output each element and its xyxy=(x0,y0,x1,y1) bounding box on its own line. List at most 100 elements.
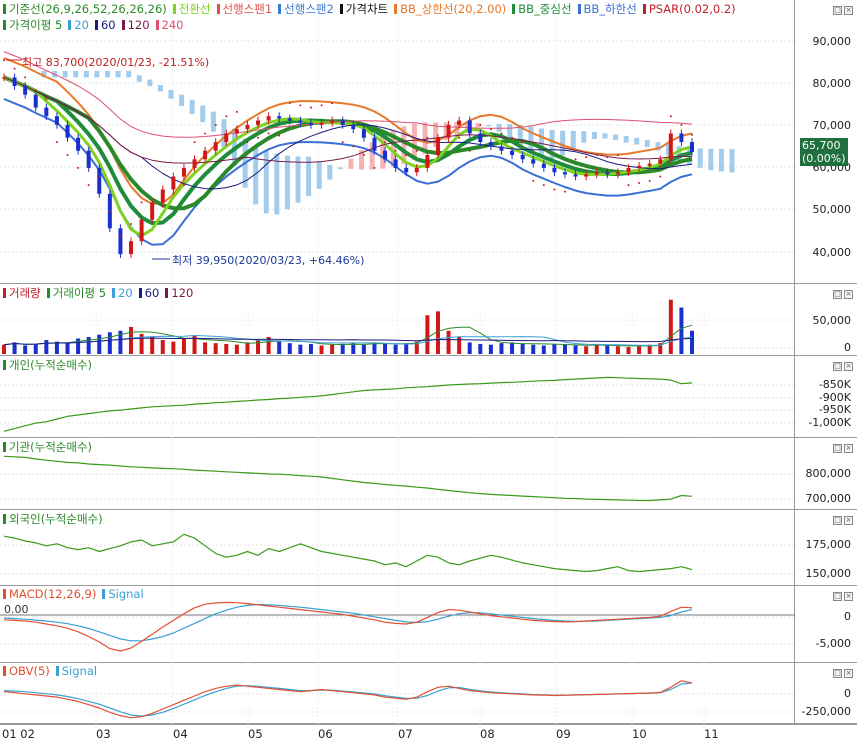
legend-item[interactable]: BB_중심선 xyxy=(512,2,574,16)
maximize-icon[interactable]: □ xyxy=(833,592,842,601)
legend-item[interactable]: 거래량 xyxy=(3,286,44,300)
volume-ma5-line xyxy=(3,324,693,347)
close-icon[interactable]: × xyxy=(844,516,853,525)
obv-pane[interactable]: 0 -250,000 OBV(5) Signal □ × xyxy=(0,663,857,724)
institution-plot[interactable] xyxy=(0,438,795,510)
psar-dot xyxy=(616,154,619,156)
psar-dot xyxy=(521,141,524,144)
legend-item[interactable]: 60 xyxy=(94,18,119,32)
candle-body xyxy=(298,120,303,123)
volume-bar xyxy=(44,340,49,354)
legend-swatch xyxy=(577,4,581,14)
y-tick: 80,000 xyxy=(812,77,852,90)
volume-bar xyxy=(615,346,620,354)
volume-pane[interactable]: 50,000 0 거래량 거래이평 5 20 60 120 □ × xyxy=(0,284,857,356)
legend-item[interactable]: 20 xyxy=(68,18,92,32)
macd-pane[interactable]: 0 -5,000 MACD(12,26,9) Signal 0.00 □ × xyxy=(0,586,857,663)
price-legend-row1: 기준선(26,9,26,52,26,26,26) 전환선 선행스팬1 선행스팬2 가격차… xyxy=(3,1,742,17)
maximize-icon[interactable]: □ xyxy=(833,6,842,15)
legend-item[interactable]: 개인(누적순매수) xyxy=(3,358,95,372)
legend-item[interactable]: 선행스팬2 xyxy=(278,2,337,16)
volume-bar xyxy=(224,343,229,354)
legend-item[interactable]: 기관(누적순매수) xyxy=(3,440,95,454)
investor-flow-line xyxy=(3,376,693,432)
maximize-icon[interactable]: □ xyxy=(833,669,842,678)
y-tick: -950K xyxy=(818,403,851,416)
legend-item[interactable]: Signal xyxy=(102,587,146,601)
legend-item[interactable]: 기준선(26,9,26,52,26,26,26) xyxy=(3,2,170,16)
macd-line xyxy=(3,601,693,652)
volume-plot[interactable] xyxy=(0,284,795,356)
foreign-pane[interactable]: 175,000 150,000 외국인(누적순매수) □ × xyxy=(0,510,857,586)
psar-dot xyxy=(24,76,27,79)
price-plot[interactable] xyxy=(0,0,795,284)
candle-body xyxy=(467,120,472,134)
legend-item[interactable]: 외국인(누적순매수) xyxy=(3,512,106,526)
close-icon[interactable]: × xyxy=(844,592,853,601)
legend-item[interactable]: PSAR(0.02,0.2) xyxy=(642,2,739,16)
psar-dot xyxy=(34,89,37,92)
close-icon[interactable]: × xyxy=(844,6,853,15)
psar-dot xyxy=(405,154,408,156)
foreign-plot[interactable] xyxy=(0,510,795,586)
y-tick: 175,000 xyxy=(805,538,852,551)
legend-item[interactable]: 가격이평 5 xyxy=(3,18,65,32)
legend-label: 선행스팬2 xyxy=(284,2,334,16)
candle-body xyxy=(499,146,504,151)
individual-legend: 개인(누적순매수) xyxy=(3,357,98,373)
macd-signal-line xyxy=(3,603,693,642)
candle-body xyxy=(287,118,292,121)
maximize-icon[interactable]: □ xyxy=(833,362,842,371)
legend-item[interactable]: 120 xyxy=(121,18,153,32)
legend-item[interactable]: BB_하한선 xyxy=(577,2,640,16)
legend-swatch xyxy=(55,666,59,676)
macd-plot[interactable] xyxy=(0,586,795,663)
legend-item[interactable]: 240 xyxy=(155,18,187,32)
legend-item[interactable]: BB_상한선(20,2.00) xyxy=(394,2,509,16)
volume-bar xyxy=(446,330,451,354)
legend-item[interactable]: MACD(12,26,9) xyxy=(3,587,99,601)
institution-pane[interactable]: 800,000 700,000 기관(누적순매수) □ × xyxy=(0,438,857,510)
volume-bar xyxy=(478,343,483,354)
maximize-icon[interactable]: □ xyxy=(833,516,842,525)
psar-dot xyxy=(458,136,461,139)
individual-plot[interactable] xyxy=(0,356,795,438)
psar-dot xyxy=(66,154,69,156)
psar-dot xyxy=(384,141,387,144)
close-icon[interactable]: × xyxy=(844,290,853,299)
individual-pane[interactable]: -850K -900K -950K -1,000K 개인(누적순매수) □ × xyxy=(0,356,857,438)
y-tick: 70,000 xyxy=(812,119,852,132)
legend-label: 20 xyxy=(118,286,133,300)
legend-item[interactable]: Signal xyxy=(55,664,100,678)
legend-label: 가격이평 5 xyxy=(9,18,63,32)
volume-bar xyxy=(626,347,631,354)
psar-dot xyxy=(331,102,334,105)
psar-dot xyxy=(257,136,260,139)
candle-body xyxy=(23,86,28,95)
volume-bar xyxy=(372,342,377,354)
legend-item[interactable]: 전환선 xyxy=(172,2,214,16)
close-icon[interactable]: × xyxy=(844,669,853,678)
x-tick-label: 11 xyxy=(704,727,719,741)
y-tick: -1,000K xyxy=(808,416,851,429)
institution-window-buttons: □ × xyxy=(831,440,853,453)
close-icon[interactable]: × xyxy=(844,362,853,371)
legend-item[interactable]: 60 xyxy=(138,286,163,300)
close-icon[interactable]: × xyxy=(844,444,853,453)
legend-item[interactable]: 가격차트 xyxy=(339,2,391,16)
obv-plot[interactable] xyxy=(0,663,795,724)
maximize-icon[interactable]: □ xyxy=(833,444,842,453)
legend-item[interactable]: 120 xyxy=(165,286,196,300)
psar-dot xyxy=(638,182,641,185)
legend-item[interactable]: OBV(5) xyxy=(3,664,53,678)
candle-body xyxy=(457,120,462,125)
legend-label: 선행스팬1 xyxy=(222,2,273,16)
volume-bar xyxy=(383,343,388,354)
legend-item[interactable]: 20 xyxy=(112,286,136,300)
price-pane[interactable]: 90,000 80,000 70,000 60,000 50,000 40,00… xyxy=(0,0,857,284)
legend-item[interactable]: 선행스팬1 xyxy=(216,2,276,16)
psar-dot xyxy=(447,141,450,144)
legend-label: 60 xyxy=(144,286,160,300)
legend-item[interactable]: 거래이평 5 xyxy=(46,286,109,300)
maximize-icon[interactable]: □ xyxy=(833,290,842,299)
